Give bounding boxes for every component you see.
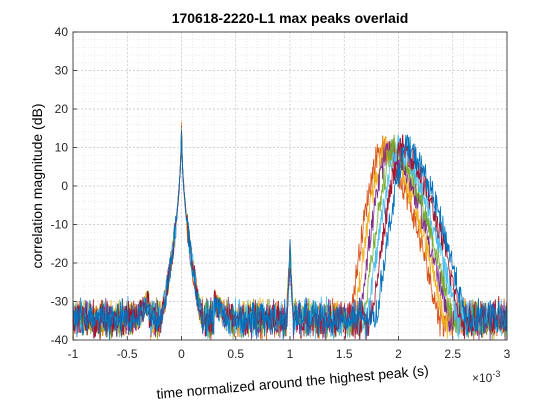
x-exponent-power: -3 xyxy=(492,369,500,379)
y-tick-label: 40 xyxy=(55,25,69,39)
x-exponent-label: ×10-3 xyxy=(472,369,500,385)
x-tick-label: 1.5 xyxy=(336,347,353,361)
chart-title: 170618-2220-L1 max peaks overlaid xyxy=(172,10,409,26)
x-tick-label: 1 xyxy=(287,347,294,361)
y-tick-label: -30 xyxy=(51,295,69,309)
x-axis-label: time normalized around the highest peak … xyxy=(156,362,430,402)
x-tick-label: 3 xyxy=(504,347,511,361)
y-tick-label: 30 xyxy=(55,64,69,78)
x-exponent-base: ×10 xyxy=(472,371,493,385)
x-tick-label: 0.5 xyxy=(227,347,244,361)
y-tick-label: -20 xyxy=(51,256,69,270)
x-tick-label: -1 xyxy=(68,347,79,361)
x-tick-label: 2.5 xyxy=(444,347,461,361)
y-tick-label: 10 xyxy=(55,141,69,155)
x-tick-label: 0 xyxy=(178,347,185,361)
y-tick-label: 20 xyxy=(55,102,69,116)
y-tick-label: 0 xyxy=(61,179,68,193)
x-tick-label: 2 xyxy=(395,347,402,361)
y-axis-label: correlation magnitude (dB) xyxy=(29,104,45,269)
y-tick-label: -10 xyxy=(51,218,69,232)
y-tick-label: -40 xyxy=(51,333,69,347)
x-tick-label: -0.5 xyxy=(117,347,138,361)
